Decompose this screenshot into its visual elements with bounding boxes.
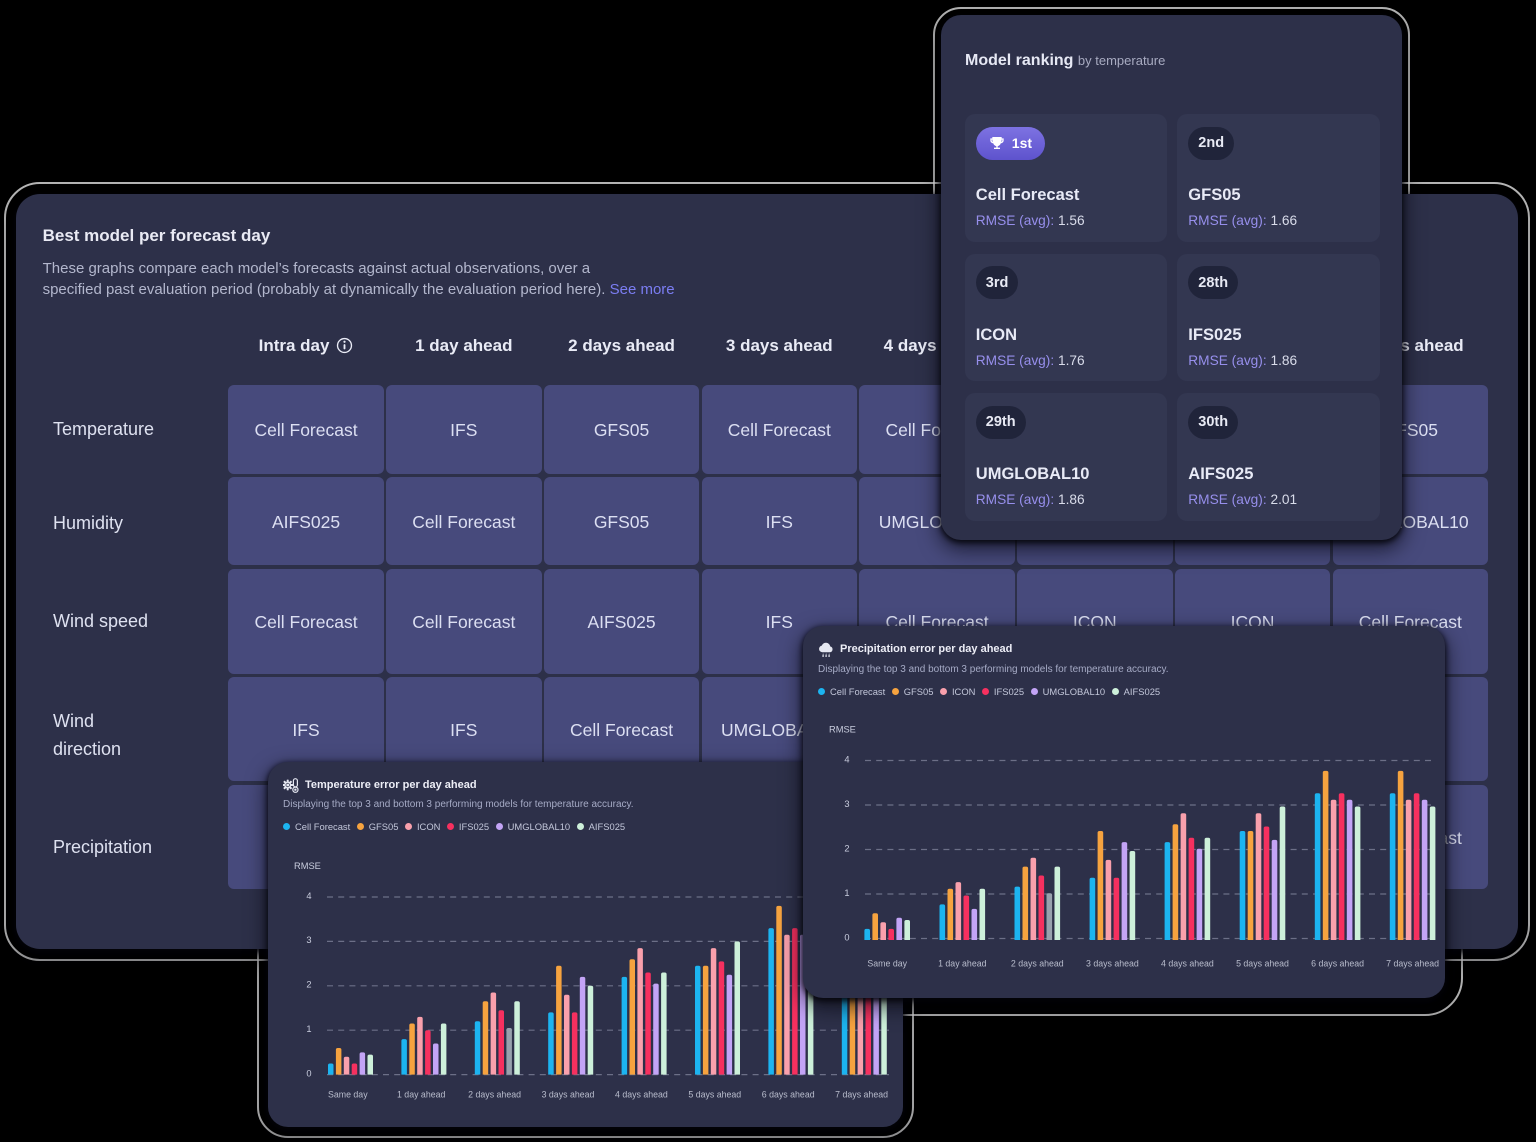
svg-text:1: 1 [306,1024,311,1034]
svg-text:6 days ahead: 6 days ahead [762,1089,815,1099]
svg-text:0: 0 [306,1068,311,1078]
svg-text:2 days ahead: 2 days ahead [1011,958,1064,968]
svg-text:7 days ahead: 7 days ahead [835,1089,888,1099]
svg-text:RMSE: RMSE [294,861,321,871]
svg-text:2 days ahead: 2 days ahead [468,1089,521,1099]
svg-text:4: 4 [844,754,849,764]
svg-text:1 day ahead: 1 day ahead [397,1089,446,1099]
svg-text:5 days ahead: 5 days ahead [1236,958,1289,968]
svg-text:4 days ahead: 4 days ahead [615,1089,668,1099]
svg-text:3 days ahead: 3 days ahead [1086,958,1139,968]
svg-text:7 days ahead: 7 days ahead [1386,958,1439,968]
svg-text:Same day: Same day [867,958,907,968]
svg-text:2: 2 [306,980,311,990]
svg-text:4: 4 [306,891,311,901]
svg-text:Same day: Same day [328,1089,368,1099]
svg-text:3 days ahead: 3 days ahead [542,1089,595,1099]
svg-text:1: 1 [844,888,849,898]
svg-text:6 days ahead: 6 days ahead [1311,958,1364,968]
svg-text:4 days ahead: 4 days ahead [1161,958,1214,968]
svg-text:1 day ahead: 1 day ahead [938,958,987,968]
svg-text:3: 3 [844,799,849,809]
svg-text:0: 0 [844,932,849,942]
svg-text:3: 3 [306,935,311,945]
svg-text:2: 2 [844,843,849,853]
svg-text:5 days ahead: 5 days ahead [688,1089,741,1099]
svg-text:RMSE: RMSE [829,725,856,735]
